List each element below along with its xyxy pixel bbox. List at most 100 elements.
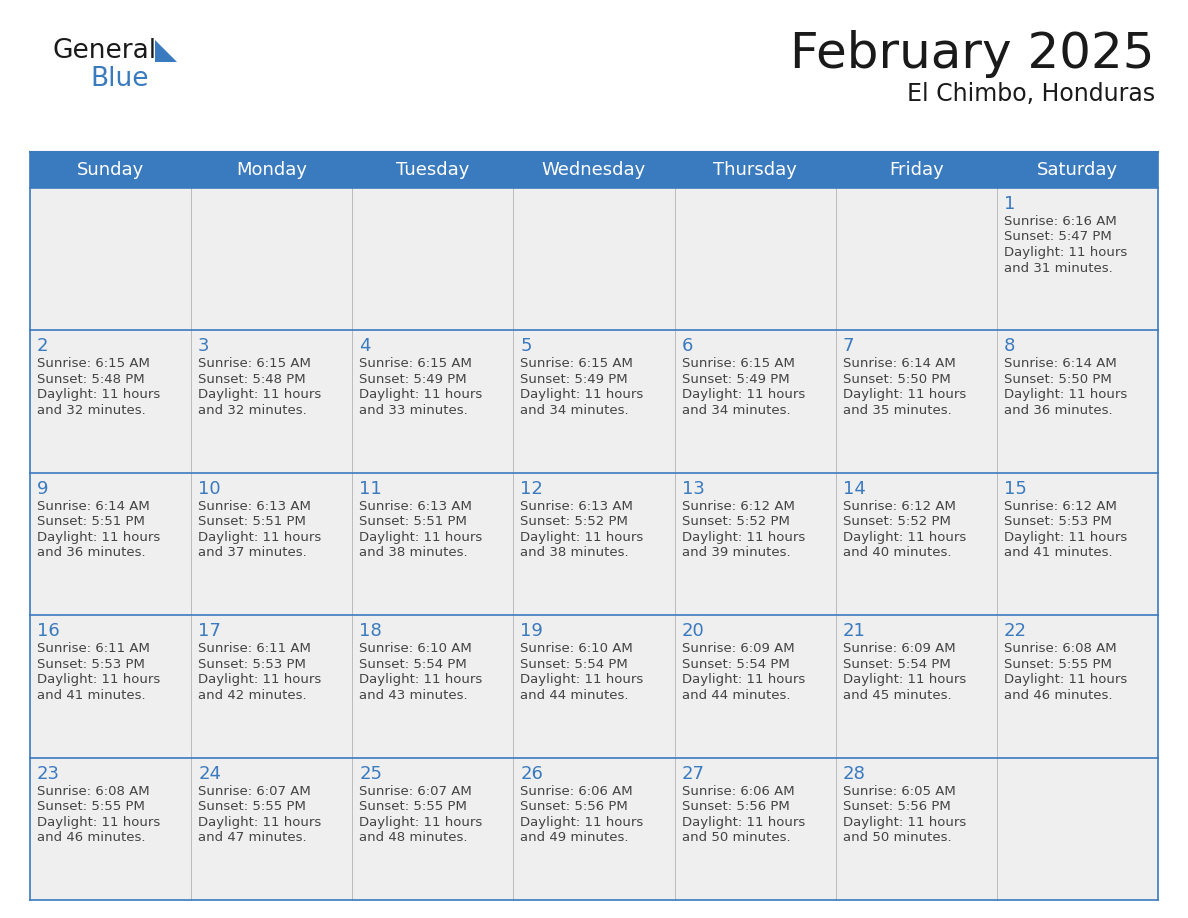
Text: Sunrise: 6:12 AM: Sunrise: 6:12 AM — [1004, 499, 1117, 513]
Text: Daylight: 11 hours: Daylight: 11 hours — [198, 388, 322, 401]
Text: Daylight: 11 hours: Daylight: 11 hours — [359, 388, 482, 401]
Text: Daylight: 11 hours: Daylight: 11 hours — [520, 673, 644, 686]
Bar — [835, 473, 997, 615]
Text: Daylight: 11 hours: Daylight: 11 hours — [520, 388, 644, 401]
Text: Daylight: 11 hours: Daylight: 11 hours — [359, 673, 482, 686]
Text: 19: 19 — [520, 622, 543, 640]
Text: Sunset: 5:53 PM: Sunset: 5:53 PM — [198, 657, 307, 671]
Bar — [675, 330, 835, 473]
Text: Daylight: 11 hours: Daylight: 11 hours — [37, 815, 160, 829]
Text: Sunrise: 6:10 AM: Sunrise: 6:10 AM — [520, 643, 633, 655]
Bar — [835, 188, 997, 330]
Text: Sunrise: 6:11 AM: Sunrise: 6:11 AM — [198, 643, 311, 655]
Text: Daylight: 11 hours: Daylight: 11 hours — [359, 815, 482, 829]
Bar — [675, 757, 835, 900]
Text: Sunset: 5:55 PM: Sunset: 5:55 PM — [37, 800, 145, 813]
Text: Daylight: 11 hours: Daylight: 11 hours — [198, 531, 322, 543]
Text: Sunset: 5:50 PM: Sunset: 5:50 PM — [1004, 373, 1112, 386]
Text: 6: 6 — [682, 338, 693, 355]
Bar — [353, 473, 513, 615]
Bar — [191, 757, 353, 900]
Text: Daylight: 11 hours: Daylight: 11 hours — [1004, 673, 1127, 686]
Text: Sunrise: 6:15 AM: Sunrise: 6:15 AM — [359, 357, 472, 370]
Bar — [675, 615, 835, 757]
Text: Daylight: 11 hours: Daylight: 11 hours — [198, 673, 322, 686]
Text: 22: 22 — [1004, 622, 1026, 640]
Text: 8: 8 — [1004, 338, 1016, 355]
Text: 20: 20 — [682, 622, 704, 640]
Text: Sunrise: 6:07 AM: Sunrise: 6:07 AM — [359, 785, 472, 798]
Bar — [191, 188, 353, 330]
Text: Daylight: 11 hours: Daylight: 11 hours — [520, 531, 644, 543]
Text: and 41 minutes.: and 41 minutes. — [1004, 546, 1112, 559]
Text: Wednesday: Wednesday — [542, 161, 646, 179]
Text: Saturday: Saturday — [1037, 161, 1118, 179]
Bar — [513, 615, 675, 757]
Text: Daylight: 11 hours: Daylight: 11 hours — [1004, 531, 1127, 543]
Text: 11: 11 — [359, 480, 383, 498]
Bar — [675, 473, 835, 615]
Text: Sunrise: 6:05 AM: Sunrise: 6:05 AM — [842, 785, 955, 798]
Text: Daylight: 11 hours: Daylight: 11 hours — [682, 815, 804, 829]
Bar — [997, 615, 1158, 757]
Text: Sunset: 5:49 PM: Sunset: 5:49 PM — [682, 373, 789, 386]
Text: and 33 minutes.: and 33 minutes. — [359, 404, 468, 417]
Text: Daylight: 11 hours: Daylight: 11 hours — [198, 815, 322, 829]
Bar — [997, 188, 1158, 330]
Text: Daylight: 11 hours: Daylight: 11 hours — [682, 388, 804, 401]
Text: and 44 minutes.: and 44 minutes. — [520, 688, 628, 701]
Text: Sunset: 5:47 PM: Sunset: 5:47 PM — [1004, 230, 1112, 243]
Text: 17: 17 — [198, 622, 221, 640]
Bar — [997, 330, 1158, 473]
Text: El Chimbo, Honduras: El Chimbo, Honduras — [906, 82, 1155, 106]
Bar — [835, 757, 997, 900]
Text: and 38 minutes.: and 38 minutes. — [520, 546, 630, 559]
Text: Sunrise: 6:15 AM: Sunrise: 6:15 AM — [520, 357, 633, 370]
Bar — [30, 757, 191, 900]
Text: Daylight: 11 hours: Daylight: 11 hours — [37, 531, 160, 543]
Text: and 36 minutes.: and 36 minutes. — [37, 546, 146, 559]
Text: Daylight: 11 hours: Daylight: 11 hours — [842, 815, 966, 829]
Bar — [191, 330, 353, 473]
Text: and 47 minutes.: and 47 minutes. — [198, 831, 307, 844]
Text: Sunset: 5:52 PM: Sunset: 5:52 PM — [842, 515, 950, 528]
Text: Sunset: 5:53 PM: Sunset: 5:53 PM — [1004, 515, 1112, 528]
Text: Daylight: 11 hours: Daylight: 11 hours — [842, 531, 966, 543]
Bar — [30, 473, 191, 615]
Text: Sunrise: 6:15 AM: Sunrise: 6:15 AM — [37, 357, 150, 370]
Text: and 38 minutes.: and 38 minutes. — [359, 546, 468, 559]
Text: Sunrise: 6:07 AM: Sunrise: 6:07 AM — [198, 785, 311, 798]
Bar — [353, 330, 513, 473]
Bar — [353, 615, 513, 757]
Text: 18: 18 — [359, 622, 383, 640]
Text: Sunset: 5:54 PM: Sunset: 5:54 PM — [359, 657, 467, 671]
Text: and 34 minutes.: and 34 minutes. — [520, 404, 630, 417]
Text: Sunrise: 6:15 AM: Sunrise: 6:15 AM — [198, 357, 311, 370]
Text: Sunset: 5:55 PM: Sunset: 5:55 PM — [198, 800, 307, 813]
Text: Daylight: 11 hours: Daylight: 11 hours — [359, 531, 482, 543]
Text: Sunset: 5:55 PM: Sunset: 5:55 PM — [1004, 657, 1112, 671]
Polygon shape — [154, 40, 177, 62]
Text: Sunrise: 6:16 AM: Sunrise: 6:16 AM — [1004, 215, 1117, 228]
Text: Thursday: Thursday — [713, 161, 797, 179]
Text: and 36 minutes.: and 36 minutes. — [1004, 404, 1112, 417]
Text: Sunset: 5:50 PM: Sunset: 5:50 PM — [842, 373, 950, 386]
Text: Sunrise: 6:11 AM: Sunrise: 6:11 AM — [37, 643, 150, 655]
Text: and 39 minutes.: and 39 minutes. — [682, 546, 790, 559]
Text: Sunrise: 6:06 AM: Sunrise: 6:06 AM — [520, 785, 633, 798]
Text: Sunrise: 6:13 AM: Sunrise: 6:13 AM — [198, 499, 311, 513]
Text: Daylight: 11 hours: Daylight: 11 hours — [682, 673, 804, 686]
Text: and 34 minutes.: and 34 minutes. — [682, 404, 790, 417]
Text: Sunrise: 6:09 AM: Sunrise: 6:09 AM — [682, 643, 795, 655]
Bar — [191, 473, 353, 615]
Text: Sunset: 5:56 PM: Sunset: 5:56 PM — [842, 800, 950, 813]
Bar — [30, 330, 191, 473]
Text: Sunrise: 6:14 AM: Sunrise: 6:14 AM — [1004, 357, 1117, 370]
Text: General: General — [52, 38, 156, 64]
Text: and 48 minutes.: and 48 minutes. — [359, 831, 468, 844]
Text: Sunrise: 6:13 AM: Sunrise: 6:13 AM — [359, 499, 472, 513]
Bar — [835, 330, 997, 473]
Text: and 50 minutes.: and 50 minutes. — [842, 831, 952, 844]
Text: and 44 minutes.: and 44 minutes. — [682, 688, 790, 701]
Text: Daylight: 11 hours: Daylight: 11 hours — [842, 388, 966, 401]
